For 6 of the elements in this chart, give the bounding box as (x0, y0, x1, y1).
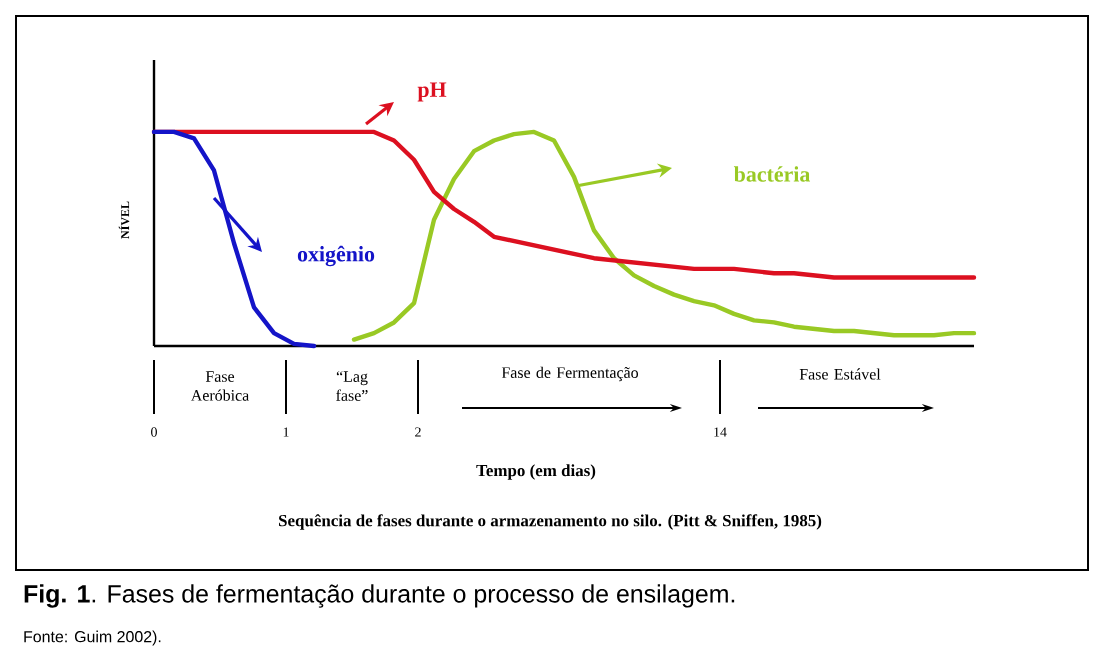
text: Tempo (em dias) (476, 464, 596, 480)
text: Fig. 1. Fases de fermentação durante o processo de ensilagem. (24, 584, 735, 608)
text: bactéria (733, 166, 811, 182)
legend-label: oxigênio (297, 245, 375, 267)
text: Sequência de fases durante o armazenamento no silo. (Pitt & Sniffen, 1985) (279, 514, 822, 530)
text: pH (417, 82, 447, 102)
